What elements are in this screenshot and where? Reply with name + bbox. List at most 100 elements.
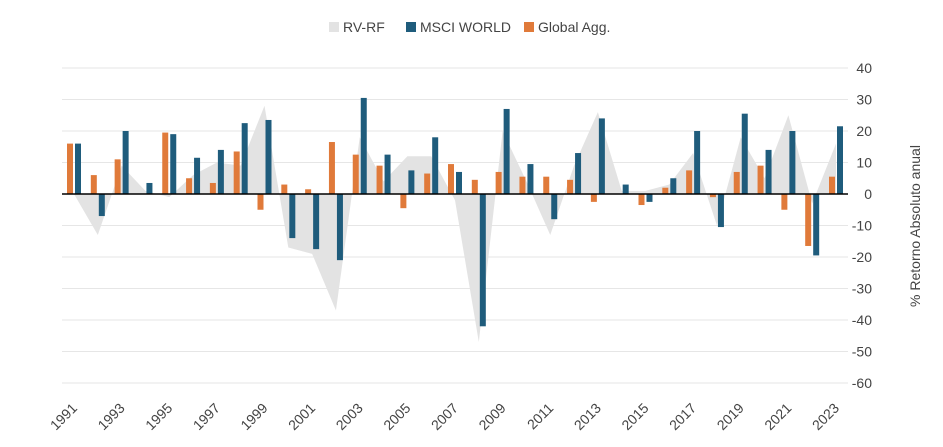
legend-swatch-global-agg [524, 22, 534, 32]
msci-world-bar-1998 [241, 123, 248, 195]
msci-world-bar-2016 [670, 178, 677, 194]
y-tick-label: 0 [864, 186, 872, 202]
global-agg-bar-1995 [162, 132, 169, 194]
y-tick-label: -10 [852, 218, 872, 234]
global-agg-bar-2001 [305, 189, 312, 194]
msci-world-bar-2000 [289, 194, 296, 239]
x-tick-label: 2021 [761, 400, 794, 433]
x-tick-labels: 1991 1993 1995 1997 1999 2001 2003 2005 2007 2009… [47, 400, 842, 433]
global-agg-bar-2010 [519, 176, 526, 194]
y-tick-label: 10 [856, 155, 872, 171]
global-agg-bar-2017 [686, 170, 693, 195]
legend-label-msci-world: MSCI WORLD [420, 19, 511, 35]
y-tick-label: -50 [852, 344, 872, 360]
msci-world-bar-2002 [336, 194, 343, 261]
x-tick-label: 1997 [190, 400, 223, 433]
msci-world-bar-2012 [575, 153, 582, 194]
legend-label-global-agg: Global Agg. [538, 19, 610, 35]
global-agg-bar-2013 [590, 194, 597, 202]
global-agg-bar-1993 [114, 159, 121, 194]
global-agg-bar-1992 [90, 175, 97, 194]
global-agg-bar-1991 [67, 143, 73, 194]
y-tick-label: -40 [852, 312, 872, 328]
global-agg-bar-2007 [448, 164, 454, 194]
y-tick-label: -30 [852, 281, 872, 297]
global-agg-bar-1998 [233, 151, 240, 194]
y-tick-label: 40 [856, 60, 872, 76]
global-agg-bar-2006 [424, 173, 431, 194]
msci-world-bar-2004 [384, 154, 391, 195]
x-tick-label: 1991 [47, 400, 80, 433]
x-tick-label: 2009 [475, 400, 508, 433]
x-tick-label: 2023 [809, 400, 842, 433]
global-agg-bar-2009 [495, 171, 502, 194]
x-tick-label: 2017 [666, 400, 699, 433]
global-agg-bar-2004 [376, 165, 383, 194]
legend-swatch-msci-world [406, 22, 416, 32]
x-tick-label: 2011 [524, 400, 557, 433]
msci-world-bar-2018 [717, 194, 724, 228]
global-agg-bar-2019 [733, 171, 740, 194]
y-tick-label: -60 [852, 375, 872, 391]
global-agg-bar-2011 [543, 176, 550, 194]
msci-world-bar-1994 [146, 182, 153, 194]
msci-world-bar-2017 [694, 131, 701, 194]
area-rv-rf [74, 105, 836, 343]
global-agg-bar-2003 [352, 154, 359, 195]
global-agg-bar-2023 [829, 176, 835, 194]
x-tick-label: 1993 [94, 400, 127, 433]
msci-world-bar-2019 [741, 113, 748, 194]
y-tick-labels: 40 30 20 10 0 -10 -20 -30 -40 -50 -60 [852, 60, 872, 391]
msci-world-bar-1993 [122, 131, 129, 194]
msci-world-bar-2020 [765, 149, 772, 194]
msci-world-bar-2009 [503, 108, 510, 194]
global-agg-bar-2016 [662, 187, 669, 194]
msci-world-bar-2006 [432, 137, 439, 194]
legend-swatch-rv-rf [329, 22, 339, 32]
msci-world-bar-1996 [194, 157, 201, 194]
msci-world-bar-2014 [622, 184, 629, 194]
legend: RV-RF MSCI WORLD Global Agg. [329, 19, 610, 35]
global-agg-bar-2020 [757, 165, 764, 194]
y-tick-label: 30 [856, 92, 872, 108]
area-series-layer [74, 105, 836, 343]
y-axis-title: % Retorno Absoluto anual [907, 145, 923, 307]
msci-world-bar-1992 [98, 194, 105, 217]
msci-world-bar-2005 [408, 170, 415, 195]
msci-world-bar-2013 [598, 118, 605, 194]
x-tick-label: 1999 [237, 400, 270, 433]
global-agg-bar-2002 [328, 142, 335, 194]
global-agg-bar-2008 [471, 179, 478, 194]
x-tick-label: 2013 [571, 400, 604, 433]
global-agg-bar-2018 [709, 194, 716, 198]
global-agg-bar-2000 [281, 184, 288, 194]
x-tick-label: 2007 [428, 400, 461, 433]
x-tick-label: 2019 [714, 400, 747, 433]
x-tick-label: 2003 [333, 400, 366, 433]
y-tick-label: -20 [852, 249, 872, 265]
bar-series-layer [67, 97, 843, 327]
msci-world-bar-2003 [360, 97, 367, 194]
msci-world-bar-2023 [837, 126, 843, 194]
msci-world-bar-2008 [479, 194, 486, 327]
msci-world-bar-2011 [551, 194, 558, 220]
global-agg-bar-2022 [805, 194, 812, 246]
x-tick-label: 2015 [618, 400, 651, 433]
global-agg-bar-1999 [257, 194, 264, 210]
msci-world-bar-2007 [456, 171, 462, 194]
global-agg-bar-2005 [400, 194, 407, 209]
global-agg-bar-1996 [186, 178, 193, 194]
msci-world-bar-2010 [527, 164, 534, 194]
msci-world-bar-1991 [75, 143, 81, 194]
msci-world-bar-2001 [313, 194, 320, 250]
msci-world-bar-2021 [789, 131, 796, 194]
msci-world-bar-1997 [217, 149, 224, 194]
x-tick-label: 1995 [142, 400, 175, 433]
msci-world-bar-1995 [170, 134, 177, 194]
x-tick-label: 2001 [285, 400, 318, 433]
y-tick-label: 20 [856, 123, 872, 139]
global-agg-bar-1997 [209, 182, 216, 194]
global-agg-bar-2015 [638, 194, 645, 206]
